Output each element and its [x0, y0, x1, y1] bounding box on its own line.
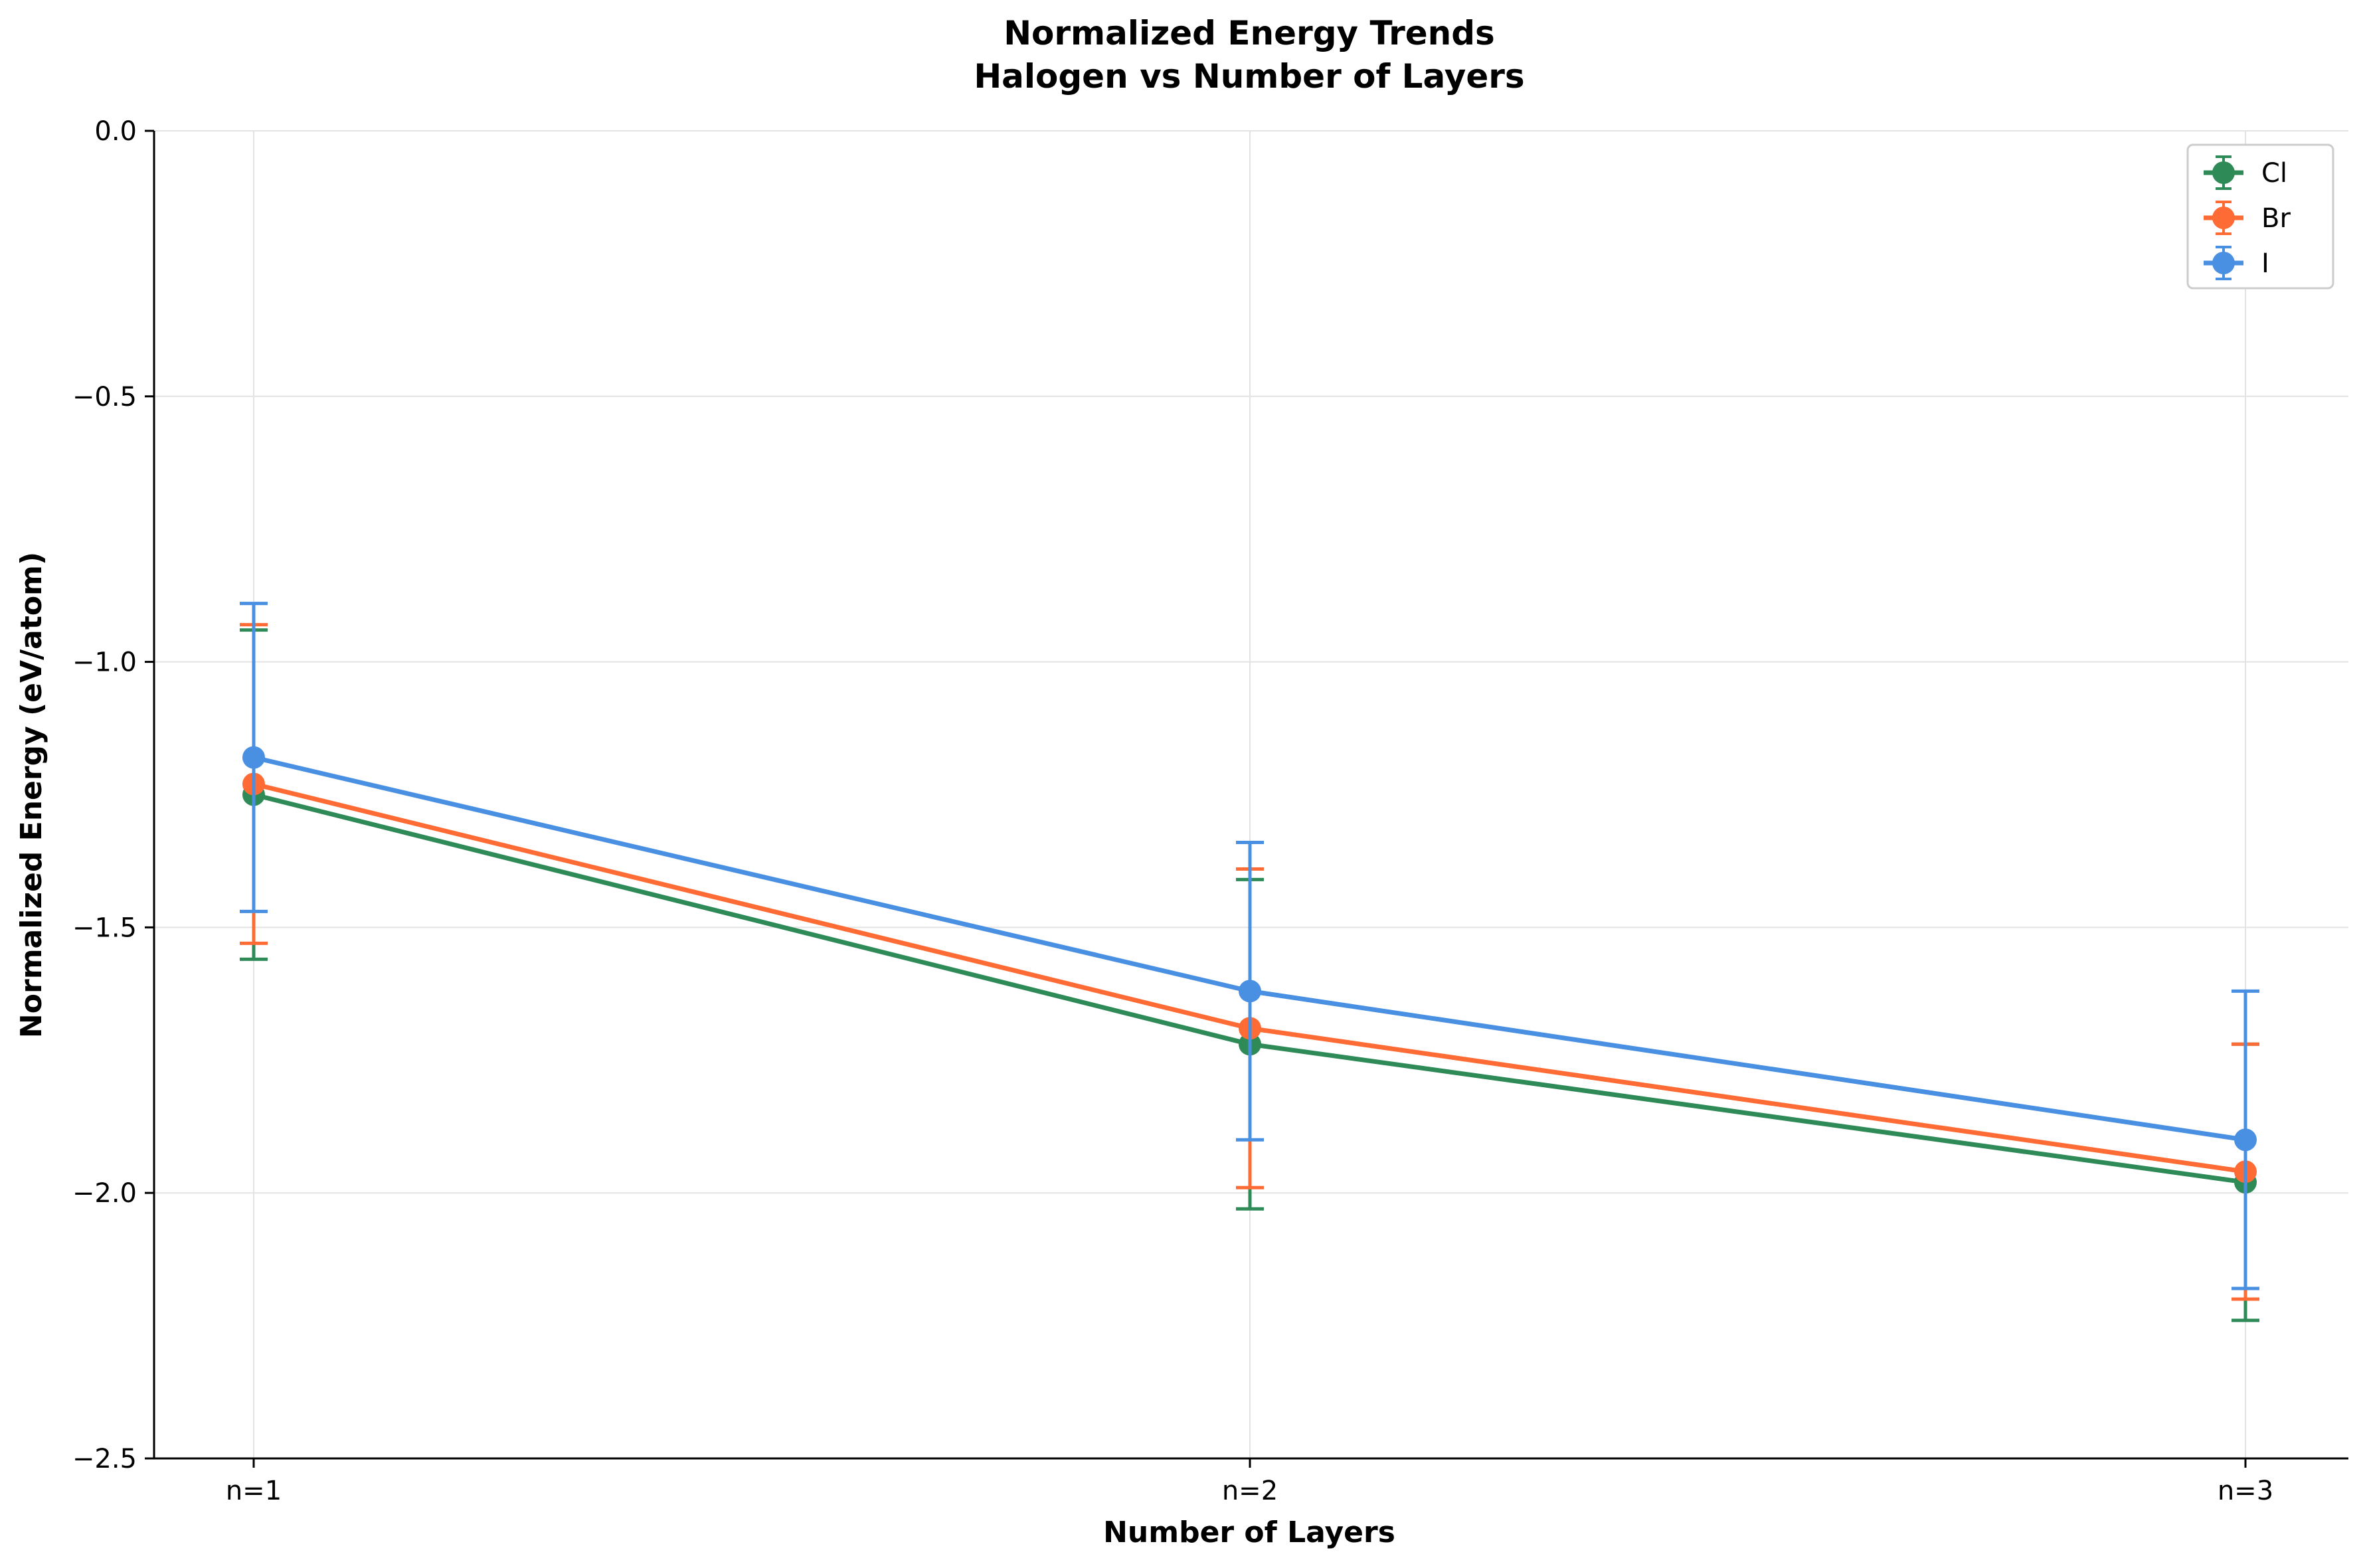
data-point: [2234, 1128, 2257, 1152]
y-axis-label: Normalized Energy (eV/atom): [15, 552, 48, 1038]
legend-entry: Cl: [2204, 155, 2287, 190]
legend-marker: [2212, 252, 2235, 274]
legend-entry: Br: [2204, 201, 2291, 235]
y-tick-label: −2.5: [72, 1444, 137, 1474]
y-ticks: 0.0 −0.5 −1.0 −1.5 −2.0 −2.5: [72, 116, 154, 1474]
x-tick-label: n=3: [2218, 1476, 2273, 1506]
legend-marker: [2212, 207, 2235, 229]
x-ticks: n=1 n=2 n=3: [226, 1458, 2273, 1506]
y-tick-label: −0.5: [72, 382, 137, 412]
data-point: [1239, 980, 1261, 1003]
series-layer: [240, 602, 2259, 1322]
legend-marker: [2212, 161, 2235, 184]
y-tick-label: −1.0: [72, 648, 137, 678]
y-tick-label: −2.0: [72, 1178, 137, 1209]
x-tick-label: n=2: [1222, 1476, 1278, 1506]
y-tick-label: 0.0: [94, 116, 137, 147]
grid: [154, 130, 2348, 1459]
axes: [153, 131, 2348, 1460]
chart-title: Normalized Energy Trends: [1004, 14, 1495, 52]
legend-label: Cl: [2261, 158, 2287, 189]
legend-entry: I: [2204, 246, 2269, 280]
chart-subtitle: Halogen vs Number of Layers: [974, 57, 1524, 96]
x-axis-label: Number of Layers: [1103, 1516, 1395, 1549]
data-point: [242, 746, 265, 769]
x-tick-label: n=1: [226, 1476, 282, 1506]
y-tick-label: −1.5: [72, 913, 137, 943]
legend-label: Br: [2261, 203, 2291, 234]
series-i: [240, 602, 2259, 1290]
legend: Cl Br I: [2186, 143, 2334, 290]
legend-label: I: [2261, 248, 2269, 279]
